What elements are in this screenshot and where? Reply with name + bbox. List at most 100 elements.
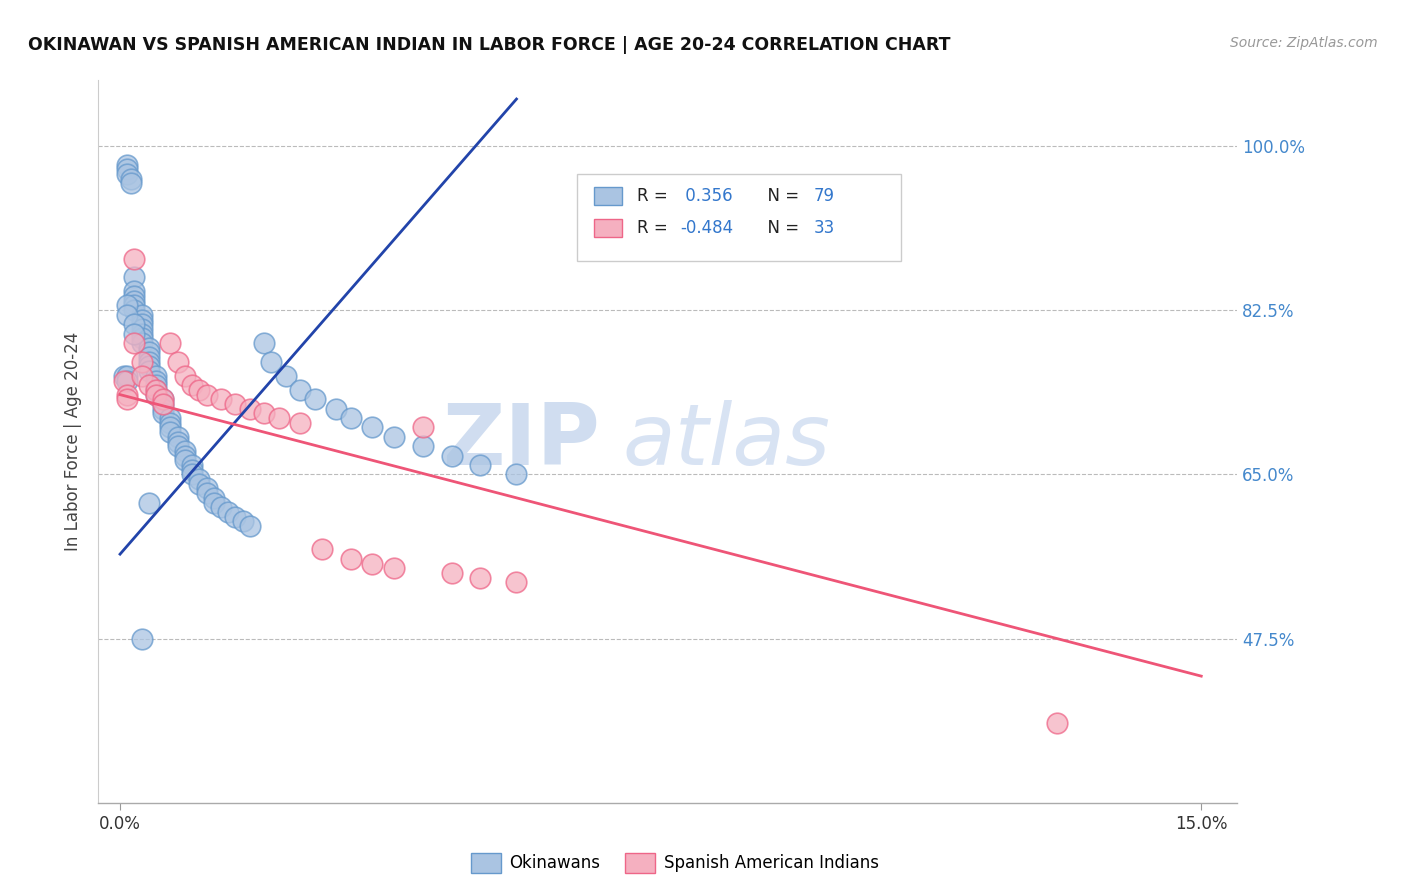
Point: [152, 392, 174, 407]
Point: [117, 298, 139, 312]
Point: [145, 387, 167, 401]
Y-axis label: In Labor Force | Age 20-24: In Labor Force | Age 20-24: [65, 332, 83, 551]
Point: [152, 392, 174, 407]
Point: [440, 566, 463, 580]
Point: [152, 406, 174, 420]
Point: [181, 467, 204, 482]
Point: [232, 514, 254, 528]
Point: [382, 430, 405, 444]
Point: [152, 401, 174, 416]
Point: [412, 420, 434, 434]
Point: [120, 177, 142, 191]
Point: [440, 449, 463, 463]
Text: R =: R =: [637, 187, 673, 205]
Text: ZIP: ZIP: [441, 400, 599, 483]
Point: [159, 336, 181, 351]
Point: [174, 444, 197, 458]
Point: [166, 430, 188, 444]
Point: [117, 374, 139, 388]
Point: [166, 355, 188, 369]
Point: [505, 467, 527, 482]
Point: [117, 392, 139, 407]
Text: Source: ZipAtlas.com: Source: ZipAtlas.com: [1230, 36, 1378, 50]
Point: [274, 368, 297, 383]
Point: [304, 392, 326, 407]
Point: [339, 411, 361, 425]
Point: [361, 557, 384, 571]
Point: [260, 355, 283, 369]
Point: [145, 378, 167, 392]
Point: [152, 397, 174, 411]
Point: [145, 374, 167, 388]
Point: [202, 491, 225, 505]
Point: [325, 401, 347, 416]
Legend: Okinawans, Spanish American Indians: Okinawans, Spanish American Indians: [464, 847, 886, 880]
Point: [117, 162, 139, 177]
Point: [117, 308, 139, 322]
Point: [131, 331, 153, 345]
Point: [188, 383, 211, 397]
Point: [112, 374, 135, 388]
Point: [145, 383, 167, 397]
Point: [124, 318, 146, 332]
Point: [145, 387, 167, 401]
Point: [138, 355, 160, 369]
Point: [131, 632, 153, 646]
Point: [124, 293, 146, 308]
Point: [174, 453, 197, 467]
Point: [159, 420, 181, 434]
Point: [209, 500, 232, 515]
Point: [124, 289, 146, 303]
Text: 33: 33: [814, 219, 835, 237]
Point: [1046, 716, 1069, 731]
Point: [224, 397, 246, 411]
Point: [188, 472, 211, 486]
Point: [159, 425, 181, 439]
Point: [124, 326, 146, 341]
Point: [145, 368, 167, 383]
Point: [239, 519, 262, 533]
Point: [311, 542, 333, 557]
Bar: [593, 219, 623, 237]
Point: [138, 364, 160, 378]
Point: [290, 416, 312, 430]
Point: [166, 434, 188, 449]
Point: [117, 167, 139, 181]
Point: [131, 318, 153, 332]
Point: [470, 571, 492, 585]
Point: [124, 298, 146, 312]
Point: [138, 345, 160, 359]
Point: [131, 336, 153, 351]
Text: R =: R =: [637, 219, 673, 237]
Point: [131, 355, 153, 369]
Point: [120, 171, 142, 186]
Point: [112, 368, 135, 383]
Point: [412, 439, 434, 453]
Point: [209, 392, 232, 407]
Point: [505, 575, 527, 590]
Point: [181, 463, 204, 477]
Point: [124, 252, 146, 266]
Point: [195, 486, 218, 500]
Point: [131, 312, 153, 326]
Text: N =: N =: [756, 219, 804, 237]
Point: [152, 397, 174, 411]
Point: [202, 495, 225, 509]
Point: [174, 368, 197, 383]
Point: [124, 303, 146, 318]
Point: [217, 505, 239, 519]
Point: [124, 336, 146, 351]
Point: [131, 322, 153, 336]
Point: [131, 326, 153, 341]
Point: [339, 551, 361, 566]
Point: [224, 509, 246, 524]
Point: [117, 368, 139, 383]
Text: -0.484: -0.484: [681, 219, 734, 237]
Point: [131, 308, 153, 322]
Point: [138, 350, 160, 364]
Point: [361, 420, 384, 434]
Point: [290, 383, 312, 397]
Point: [253, 336, 276, 351]
Text: N =: N =: [756, 187, 804, 205]
Point: [159, 411, 181, 425]
